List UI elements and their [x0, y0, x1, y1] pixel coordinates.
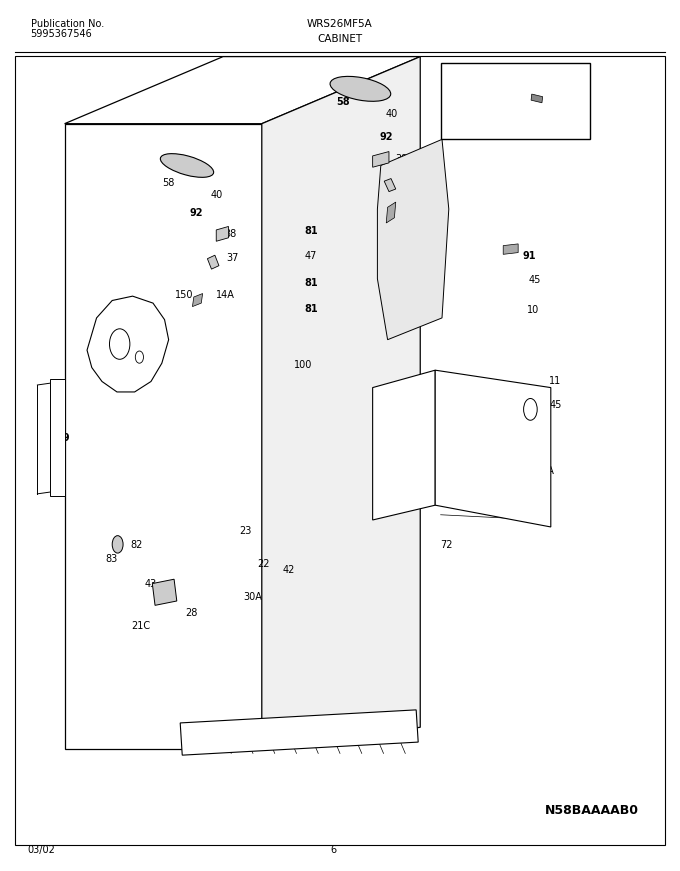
- Text: 47: 47: [305, 251, 317, 261]
- Text: 41: 41: [144, 333, 156, 343]
- Text: 58: 58: [162, 178, 174, 188]
- Text: 38: 38: [224, 229, 237, 240]
- Text: 58: 58: [337, 97, 350, 107]
- Text: 14: 14: [403, 224, 415, 234]
- Polygon shape: [180, 710, 418, 755]
- Polygon shape: [386, 202, 396, 223]
- Text: 6: 6: [330, 845, 337, 854]
- Polygon shape: [65, 57, 420, 124]
- Text: 11: 11: [549, 375, 562, 386]
- Text: 42: 42: [282, 564, 294, 575]
- Polygon shape: [377, 139, 449, 340]
- Text: 45: 45: [529, 275, 541, 286]
- Text: 38: 38: [396, 154, 408, 165]
- Text: 90: 90: [449, 381, 461, 392]
- Text: 92: 92: [189, 208, 203, 219]
- Text: 42: 42: [457, 465, 469, 476]
- Text: 45: 45: [549, 400, 562, 410]
- Ellipse shape: [112, 536, 123, 553]
- Text: CABINET: CABINET: [318, 34, 362, 44]
- Text: 89: 89: [56, 433, 70, 443]
- Text: 66A: 66A: [566, 101, 585, 111]
- Polygon shape: [384, 179, 396, 192]
- Text: 82: 82: [131, 540, 143, 550]
- Polygon shape: [262, 57, 420, 749]
- Text: 81: 81: [305, 226, 318, 236]
- Text: N58BAAAAB0: N58BAAAAB0: [545, 805, 639, 817]
- Text: 92: 92: [379, 132, 393, 142]
- Text: 81: 81: [305, 278, 318, 288]
- Polygon shape: [373, 152, 389, 167]
- Text: 14A: 14A: [216, 290, 235, 300]
- Text: 81: 81: [305, 304, 318, 314]
- Text: 22: 22: [257, 559, 269, 570]
- Polygon shape: [65, 124, 262, 749]
- Text: 83: 83: [105, 554, 118, 564]
- Text: 23: 23: [384, 442, 396, 452]
- Polygon shape: [373, 370, 435, 520]
- Polygon shape: [503, 244, 518, 254]
- Ellipse shape: [160, 153, 214, 178]
- Bar: [441, 63, 590, 139]
- Text: 43: 43: [145, 578, 157, 589]
- Text: 23: 23: [239, 526, 252, 537]
- Text: 37: 37: [400, 177, 412, 187]
- Text: Publication No.: Publication No.: [31, 19, 104, 29]
- Text: 66B: 66B: [566, 115, 585, 125]
- Text: 72: 72: [441, 540, 453, 550]
- Text: 22: 22: [426, 456, 439, 467]
- Polygon shape: [152, 579, 177, 605]
- Polygon shape: [87, 296, 169, 392]
- Text: 21C: 21C: [398, 490, 417, 501]
- Text: 37: 37: [226, 253, 239, 263]
- Text: 03/02: 03/02: [27, 845, 55, 854]
- Text: 66: 66: [563, 128, 575, 138]
- Text: 91: 91: [522, 251, 536, 261]
- Ellipse shape: [330, 77, 391, 101]
- Polygon shape: [50, 379, 65, 496]
- Polygon shape: [192, 294, 203, 307]
- Text: 28: 28: [186, 608, 198, 618]
- Text: 21C: 21C: [131, 621, 150, 631]
- Text: 100: 100: [294, 360, 312, 370]
- Polygon shape: [435, 370, 551, 527]
- Text: 40: 40: [386, 109, 398, 119]
- Polygon shape: [531, 94, 543, 103]
- Text: WRS26MF5A: WRS26MF5A: [307, 19, 373, 29]
- Text: 5995367546: 5995367546: [31, 30, 92, 39]
- Polygon shape: [216, 226, 228, 241]
- Text: 30A: 30A: [243, 591, 262, 602]
- Polygon shape: [207, 255, 219, 269]
- Text: 30: 30: [439, 478, 451, 489]
- Text: 40: 40: [211, 190, 223, 200]
- Text: 150: 150: [175, 290, 194, 300]
- Text: 10A: 10A: [536, 466, 555, 476]
- Text: 10: 10: [527, 305, 539, 315]
